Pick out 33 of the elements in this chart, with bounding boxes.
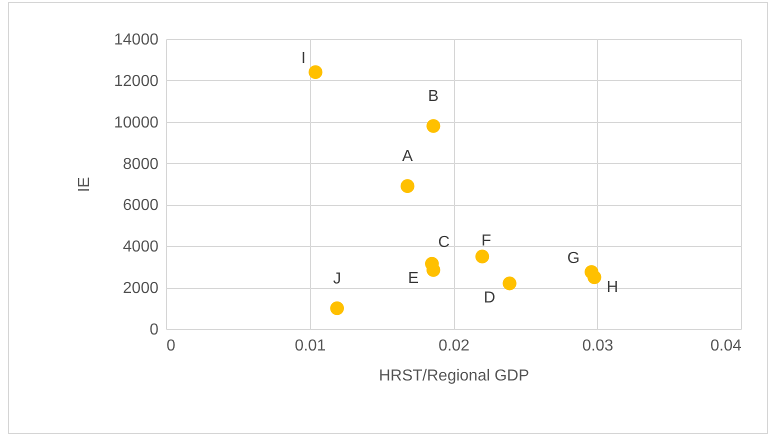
y-tick-label: 6000 bbox=[122, 197, 159, 214]
x-tick-label: 0.01 bbox=[294, 338, 326, 354]
point bbox=[426, 263, 440, 277]
y-tick-label: 8000 bbox=[122, 156, 159, 173]
annotation: G bbox=[567, 250, 580, 268]
x-tick-label: 0.03 bbox=[582, 338, 614, 354]
point bbox=[475, 250, 490, 264]
point bbox=[330, 301, 344, 316]
annotation: J bbox=[333, 270, 342, 288]
annotation: E bbox=[408, 270, 419, 287]
y-tick-label: 0 bbox=[150, 322, 159, 338]
point bbox=[400, 179, 414, 193]
x-tick-label: 0.02 bbox=[438, 338, 470, 354]
annotation: F bbox=[481, 232, 492, 250]
point bbox=[502, 276, 516, 290]
point bbox=[308, 65, 322, 80]
annotation: A bbox=[402, 148, 414, 166]
y-tick-label: 2000 bbox=[122, 280, 159, 298]
x-tick-label: 0 bbox=[166, 338, 176, 354]
x-tick-label: 0.04 bbox=[710, 338, 742, 354]
annotation: I bbox=[301, 50, 306, 68]
x-axis-title: HRST/Regional GDP bbox=[378, 368, 530, 384]
y-tick-label: 10000 bbox=[114, 114, 159, 132]
y-tick-label: 14000 bbox=[114, 32, 159, 48]
point bbox=[426, 119, 440, 133]
y-tick-label: 4000 bbox=[122, 238, 159, 256]
annotation: H bbox=[606, 279, 618, 296]
annotation: B bbox=[428, 88, 439, 105]
y-tick-label: 12000 bbox=[114, 72, 159, 90]
point bbox=[587, 270, 602, 284]
y-axis-title: IE bbox=[76, 176, 94, 192]
annotation: D bbox=[484, 289, 496, 306]
annotation: C bbox=[438, 234, 450, 251]
